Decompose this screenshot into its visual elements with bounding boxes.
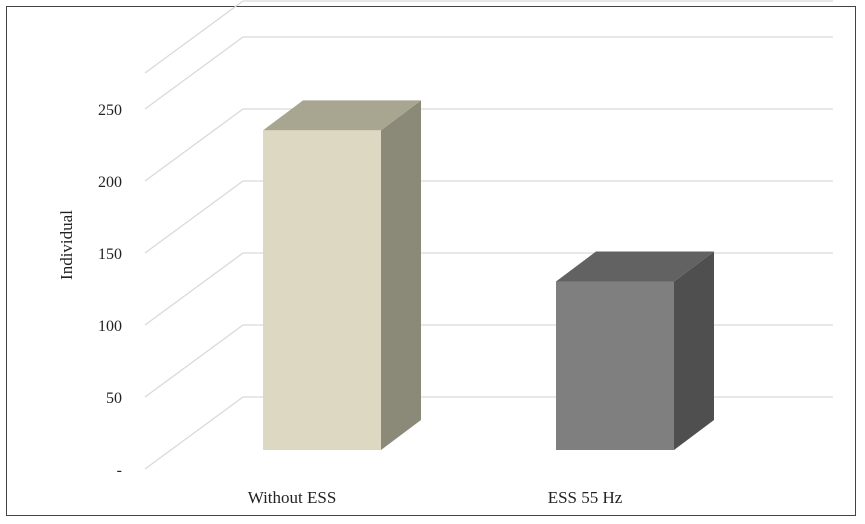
gridline [144,252,833,326]
y-tick-label: 50 [106,390,122,407]
bar-front [556,281,674,450]
gridline [144,36,833,110]
gridlines [144,0,833,470]
y-tick-labels: - 50 100 150 200 250 [98,102,122,479]
bar-front [263,130,381,450]
x-tick-label: ESS 55 Hz [548,488,623,507]
y-tick-label: 250 [98,102,122,119]
bar-top [263,100,421,131]
y-tick-label: 150 [98,246,122,263]
bar [556,251,714,450]
bar-top [556,251,714,282]
bar [263,100,421,450]
chart-frame [6,6,856,516]
y-tick-label: 200 [98,174,122,191]
gridline [144,108,833,182]
x-tick-label: Without ESS [248,488,337,507]
y-tick-label: - [117,462,122,479]
gridline [144,0,833,74]
bar-side [674,251,714,450]
y-axis-label: Individual [57,210,76,280]
y-tick-label: 100 [98,318,122,335]
gridline [144,396,833,470]
bar-side [381,100,421,450]
gridline [144,324,833,398]
gridline [144,180,833,254]
x-tick-labels: Without ESS ESS 55 Hz [248,488,623,507]
bars [263,100,714,450]
